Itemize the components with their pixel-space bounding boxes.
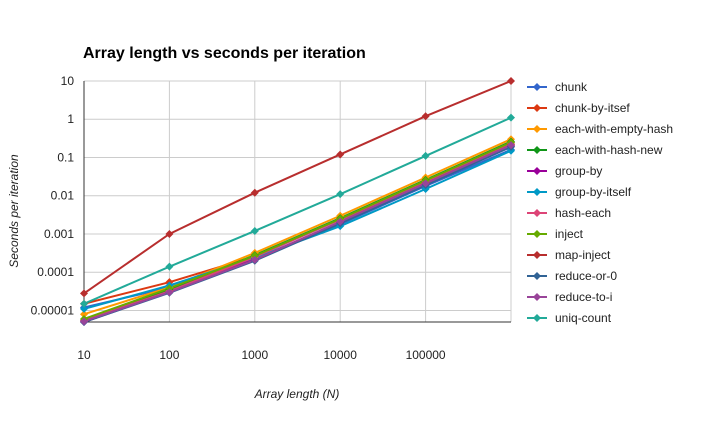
legend-swatch-marker (533, 314, 541, 322)
data-point-map-inject (507, 77, 515, 85)
legend-swatch-marker (533, 104, 541, 112)
y-tick-label: 1 (67, 112, 74, 126)
legend-label: group-by-itself (555, 185, 632, 199)
y-tick-label: 0.01 (51, 189, 75, 203)
x-tick-label: 10 (77, 348, 91, 362)
legend-label: uniq-count (555, 311, 612, 325)
data-point-uniq-count (507, 113, 515, 122)
data-point-each-with-empty-hash (80, 310, 88, 319)
legend-item-uniq-count: uniq-count (527, 311, 612, 325)
legend-item-reduce-or-0: reduce-or-0 (527, 269, 617, 283)
data-point-uniq-count (80, 299, 88, 308)
legend-label: chunk-by-itsef (555, 101, 630, 115)
x-tick-label: 10000 (324, 348, 358, 362)
legend-item-reduce-to-i: reduce-to-i (527, 290, 612, 304)
legend-label: group-by (555, 164, 602, 178)
legend-swatch-marker (533, 272, 541, 280)
legend-swatch-marker (533, 251, 541, 259)
data-point-reduce-to-i (250, 255, 259, 264)
series-line-map-inject (83, 80, 512, 295)
x-tick-label: 100 (159, 348, 179, 362)
x-tick-label: 100000 (406, 348, 446, 362)
data-point-reduce-to-i (507, 141, 515, 150)
data-point-reduce-to-i (421, 179, 430, 188)
legend-item-each-with-hash-new: each-with-hash-new (527, 143, 663, 157)
legend-item-hash-each: hash-each (527, 206, 611, 220)
legend-label: reduce-to-i (555, 290, 612, 304)
data-point-map-inject (336, 150, 345, 159)
legend-item-chunk: chunk (527, 80, 588, 94)
legend-item-chunk-by-itsef: chunk-by-itsef (527, 101, 630, 115)
legend-swatch-marker (533, 188, 541, 196)
data-point-reduce-to-i (336, 217, 345, 226)
y-tick-label: 0.00001 (31, 303, 75, 317)
y-tick-label: 0.0001 (37, 265, 74, 279)
legend-label: each-with-hash-new (555, 143, 663, 157)
chart-title: Array length vs seconds per iteration (83, 45, 366, 62)
data-point-inject (250, 251, 259, 260)
grid (83, 80, 512, 323)
data-point-uniq-count (250, 226, 259, 235)
data-point-uniq-count (421, 151, 430, 160)
legend-item-inject: inject (527, 227, 584, 241)
legend-item-group-by-itself: group-by-itself (527, 185, 632, 199)
data-point-uniq-count (336, 190, 345, 199)
legend-label: each-with-empty-hash (555, 122, 673, 136)
y-tick-label: 0.1 (57, 150, 74, 164)
legend-label: hash-each (555, 206, 611, 220)
data-point-map-inject (165, 229, 174, 238)
legend-item-group-by: group-by (527, 164, 602, 178)
y-tick-label: 0.001 (44, 227, 74, 241)
legend-swatch-marker (533, 146, 541, 154)
data-point-reduce-to-i (80, 317, 88, 326)
data-point-map-inject (250, 188, 259, 197)
x-tick-label: 1000 (241, 348, 268, 362)
data-point-map-inject (421, 112, 430, 121)
x-axis-ticks: 10 100 1000 10000 100000 (77, 348, 446, 362)
legend-swatch-marker (533, 125, 541, 133)
legend-swatch-marker (533, 209, 541, 217)
legend-swatch-marker (533, 83, 541, 91)
series-lines (83, 80, 512, 323)
legend-swatch-marker (533, 230, 541, 238)
legend-swatch-marker (533, 167, 541, 175)
data-point-group-by-itself (80, 304, 88, 313)
legend: chunk chunk-by-itsef each-with-empty-hash e… (527, 80, 673, 325)
legend-item-each-with-empty-hash: each-with-empty-hash (527, 122, 673, 136)
series-line-reduce-to-i (83, 144, 512, 323)
legend-swatch-marker (533, 293, 541, 301)
data-point-reduce-to-i (165, 288, 174, 297)
legend-label: map-inject (555, 248, 611, 262)
legend-label: reduce-or-0 (555, 269, 617, 283)
y-tick-label: 10 (61, 74, 75, 88)
legend-item-map-inject: map-inject (527, 248, 611, 262)
data-point-map-inject (80, 289, 88, 298)
y-axis-label: Seconds per iteration (7, 154, 21, 268)
legend-label: chunk (555, 80, 588, 94)
data-point-uniq-count (165, 262, 174, 271)
legend-label: inject (555, 227, 584, 241)
x-axis-label: Array length (N) (254, 387, 340, 401)
series-line-each-with-empty-hash (83, 138, 512, 316)
series-points (80, 77, 515, 326)
series-line-inject (83, 141, 512, 320)
series-line-uniq-count (83, 116, 512, 305)
y-axis-ticks: 0.00001 0.0001 0.001 0.01 0.1 1 10 (31, 74, 75, 317)
